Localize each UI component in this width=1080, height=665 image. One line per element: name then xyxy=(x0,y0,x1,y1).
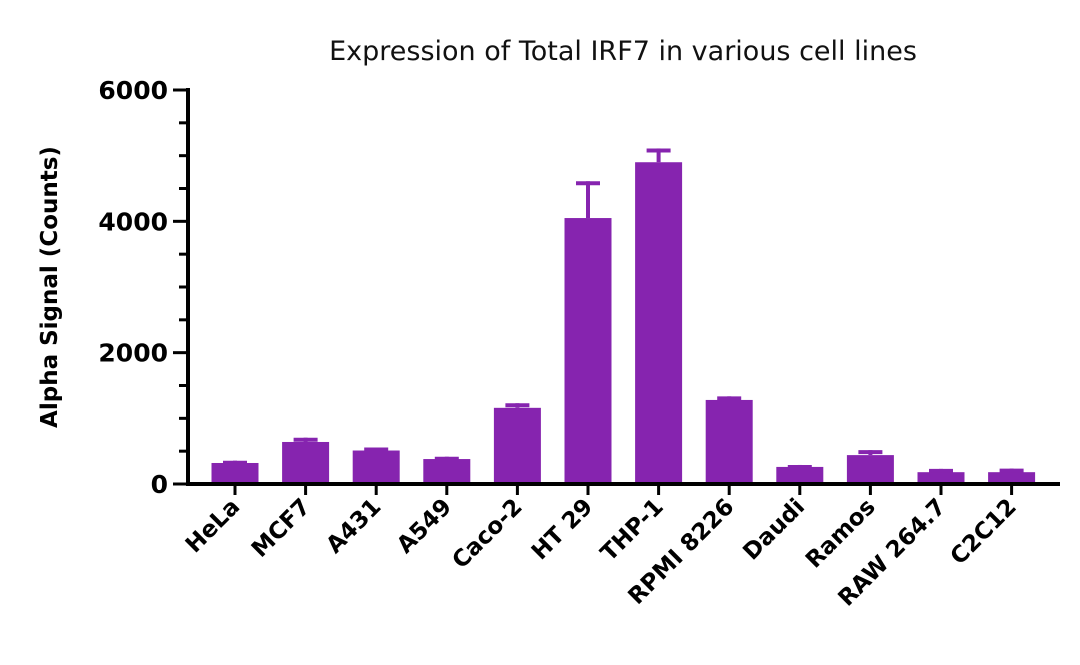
bar xyxy=(211,462,259,484)
plot-area xyxy=(211,148,1036,485)
bar xyxy=(705,399,753,484)
y-tick-label: 2000 xyxy=(98,339,168,368)
x-tick-label: HT 29 xyxy=(527,494,598,565)
bar-group xyxy=(423,456,471,484)
y-tick-label: 4000 xyxy=(98,207,168,236)
x-tick-label: A549 xyxy=(392,494,457,559)
y-axis-label: Alpha Signal (Counts) xyxy=(37,146,63,428)
chart-title: Expression of Total IRF7 in various cell… xyxy=(329,36,917,67)
y-tick-label: 6000 xyxy=(98,76,168,105)
bar-group xyxy=(988,468,1036,484)
bar-group xyxy=(705,396,753,484)
bar-group xyxy=(846,450,894,484)
bar xyxy=(988,472,1036,484)
bar xyxy=(776,466,824,484)
x-tick-label: C2C12 xyxy=(946,494,1022,570)
bar xyxy=(352,450,400,484)
bar xyxy=(917,472,965,484)
bar xyxy=(493,407,541,484)
x-tick-label: MCF7 xyxy=(247,494,316,563)
bar-group xyxy=(493,403,541,484)
bar-group xyxy=(282,437,330,484)
bar-group xyxy=(564,181,612,485)
x-tick-label: A431 xyxy=(322,494,387,559)
x-tick-label: Daudi xyxy=(738,494,810,566)
x-tick-label: Caco-2 xyxy=(447,494,527,574)
bar xyxy=(846,455,894,484)
bar-group xyxy=(211,460,259,484)
bar-group xyxy=(635,148,683,484)
bar xyxy=(282,441,330,484)
bar-group xyxy=(352,447,400,484)
bar xyxy=(423,459,471,484)
x-tick-label: HeLa xyxy=(181,494,245,558)
y-tick-label: 0 xyxy=(151,470,168,499)
bar xyxy=(564,218,612,485)
bar xyxy=(635,162,683,484)
y-axis: 0 2000 4000 6000 xyxy=(98,76,190,499)
bar-group xyxy=(776,464,824,484)
bar-group xyxy=(917,468,965,484)
